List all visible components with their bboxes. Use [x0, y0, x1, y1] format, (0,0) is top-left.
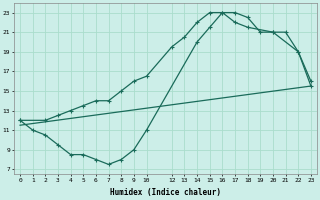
X-axis label: Humidex (Indice chaleur): Humidex (Indice chaleur)	[110, 188, 221, 197]
